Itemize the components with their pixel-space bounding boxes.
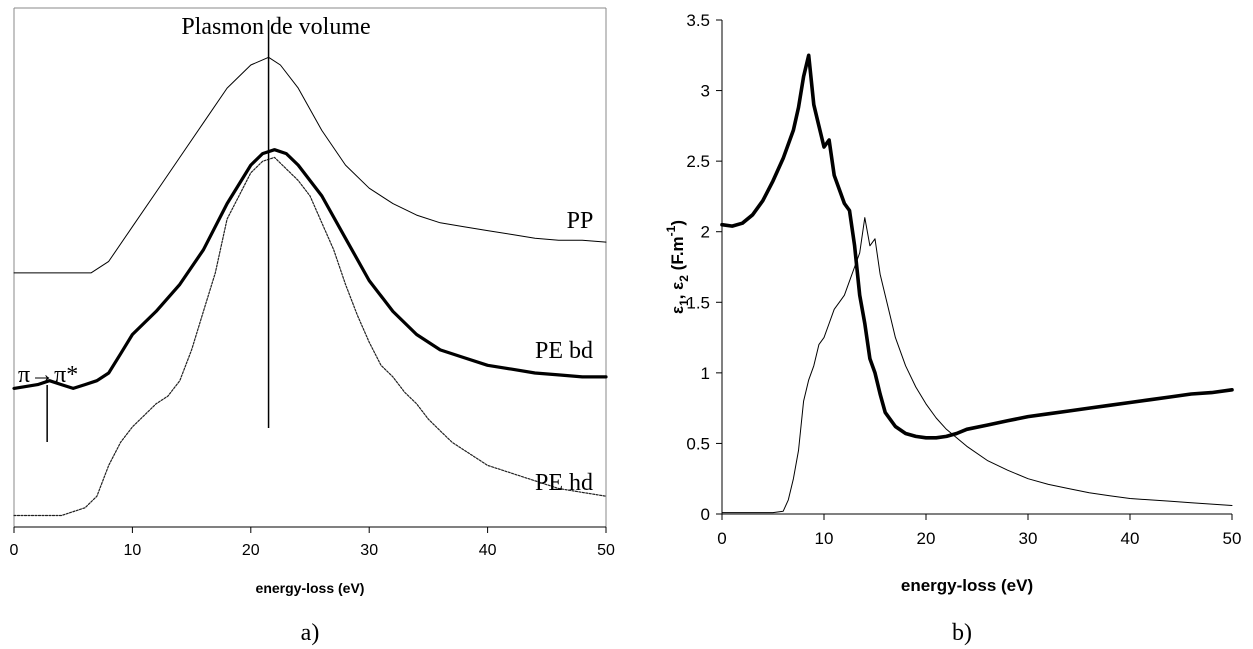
series-label: PE hd	[535, 470, 593, 496]
panel-label-b: b)	[952, 620, 972, 646]
plasmon-annotation: Plasmon de volume	[181, 14, 370, 40]
y-tick-label: 1	[701, 364, 710, 383]
series-label: PP	[567, 208, 594, 234]
x-tick-label: 0	[717, 529, 726, 548]
y-axis-title: ε1, ε2 (F.m-1)	[664, 220, 691, 314]
x-tick-label: 10	[815, 529, 834, 548]
y-tick-label: 3	[701, 82, 710, 101]
series-line-pe-hd	[13, 156, 607, 517]
y-tick-label: 2.5	[686, 152, 710, 171]
x-tick-label: 50	[597, 542, 615, 559]
panel-label-a: a)	[301, 620, 320, 646]
chart-panel-b: 0 0.5 1 1.5 2 2.5 3 3.5 0 10 20 30 40 50 energy-loss (…	[664, 11, 1241, 646]
x-axis-title: energy-loss (eV)	[256, 580, 365, 596]
x-tick-label: 10	[124, 542, 142, 559]
y-tick-label: 2	[701, 223, 710, 242]
x-axis-title: energy-loss (eV)	[901, 576, 1033, 595]
series-line-1	[720, 53, 1234, 440]
y-tick-label: 1.5	[686, 293, 710, 312]
y-tick-label: 0	[701, 505, 710, 524]
x-tick-label: 50	[1223, 529, 1242, 548]
series-line-pe-bd	[12, 148, 608, 390]
pi-transition-annotation: π→π*	[18, 362, 78, 388]
x-tick-label: 20	[242, 542, 260, 559]
x-tick-label: 0	[10, 542, 19, 559]
y-tick-label: 3.5	[686, 11, 710, 30]
x-tick-label: 30	[360, 542, 378, 559]
series-line-pp	[13, 56, 607, 274]
y-tick-label: 0.5	[686, 434, 710, 453]
x-tick-label: 20	[917, 529, 936, 548]
x-tick-label: 40	[1121, 529, 1140, 548]
x-tick-label: 40	[479, 542, 497, 559]
x-tick-label: 30	[1019, 529, 1038, 548]
series-line-2	[721, 217, 1233, 514]
chart-panel-a: 0 10 20 30 40 50 energy-loss (eV) a) PP PE bd PE h…	[10, 7, 615, 646]
series-label: PE bd	[535, 338, 593, 364]
